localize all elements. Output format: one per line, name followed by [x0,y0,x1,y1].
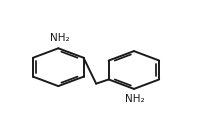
Text: NH₂: NH₂ [50,33,69,43]
Text: NH₂: NH₂ [125,94,145,104]
